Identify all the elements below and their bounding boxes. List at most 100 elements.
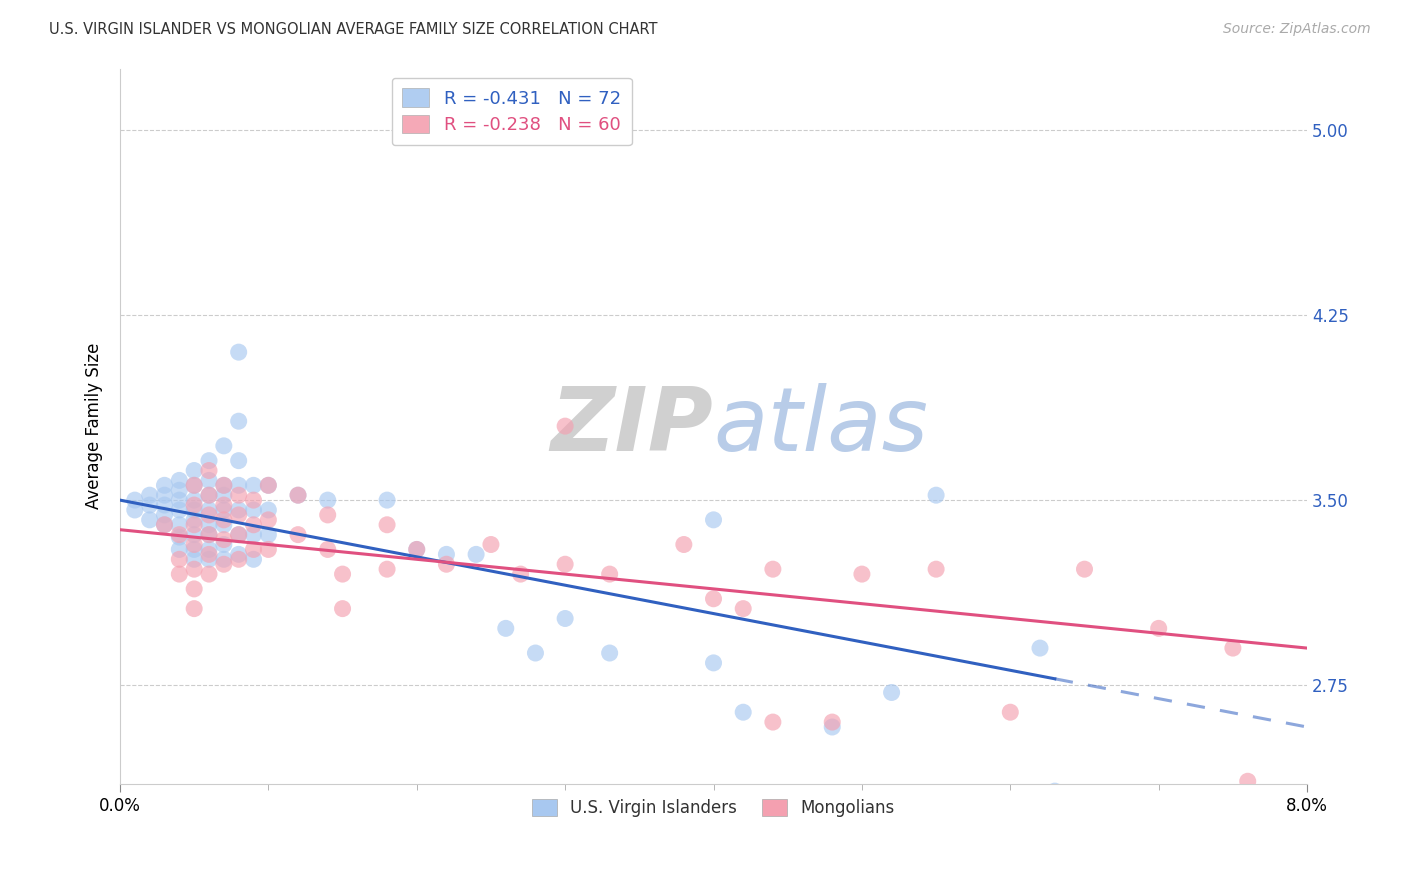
Point: [183, 562, 205, 576]
Point: [169, 552, 191, 566]
Point: [228, 345, 250, 359]
Point: [153, 517, 176, 532]
Point: [169, 493, 191, 508]
Point: [702, 591, 724, 606]
Point: [228, 478, 250, 492]
Point: [228, 414, 250, 428]
Text: atlas: atlas: [713, 384, 928, 469]
Point: [821, 720, 844, 734]
Point: [153, 488, 176, 502]
Point: [436, 547, 458, 561]
Point: [228, 453, 250, 467]
Point: [198, 508, 221, 522]
Point: [228, 527, 250, 541]
Point: [169, 503, 191, 517]
Point: [242, 493, 264, 508]
Point: [169, 483, 191, 498]
Point: [1000, 705, 1022, 719]
Point: [375, 562, 398, 576]
Point: [212, 439, 235, 453]
Point: [257, 542, 280, 557]
Point: [198, 542, 221, 557]
Point: [198, 552, 221, 566]
Point: [183, 582, 205, 596]
Point: [405, 542, 427, 557]
Point: [554, 558, 576, 572]
Point: [153, 498, 176, 512]
Point: [198, 463, 221, 477]
Point: [169, 530, 191, 544]
Point: [733, 601, 755, 615]
Point: [242, 503, 264, 517]
Point: [287, 488, 309, 502]
Point: [242, 517, 264, 532]
Point: [198, 503, 221, 517]
Point: [599, 567, 621, 582]
Point: [198, 527, 221, 541]
Point: [479, 537, 502, 551]
Point: [524, 646, 547, 660]
Point: [228, 503, 250, 517]
Point: [242, 552, 264, 566]
Point: [198, 474, 221, 488]
Point: [183, 513, 205, 527]
Point: [242, 542, 264, 557]
Point: [554, 611, 576, 625]
Point: [153, 508, 176, 522]
Point: [198, 527, 221, 541]
Point: [183, 463, 205, 477]
Point: [183, 503, 205, 517]
Point: [169, 542, 191, 557]
Point: [212, 478, 235, 492]
Point: [183, 552, 205, 566]
Point: [287, 527, 309, 541]
Point: [851, 567, 873, 582]
Point: [554, 419, 576, 434]
Point: [153, 517, 176, 532]
Point: [405, 542, 427, 557]
Point: [169, 517, 191, 532]
Point: [212, 552, 235, 566]
Point: [1073, 562, 1095, 576]
Point: [821, 715, 844, 730]
Point: [465, 547, 488, 561]
Point: [183, 527, 205, 541]
Point: [169, 474, 191, 488]
Point: [702, 656, 724, 670]
Legend: U.S. Virgin Islanders, Mongolians: U.S. Virgin Islanders, Mongolians: [524, 790, 903, 825]
Point: [316, 508, 339, 522]
Point: [375, 493, 398, 508]
Point: [1147, 621, 1170, 635]
Point: [198, 453, 221, 467]
Point: [495, 621, 517, 635]
Point: [138, 513, 160, 527]
Point: [228, 552, 250, 566]
Point: [169, 527, 191, 541]
Y-axis label: Average Family Size: Average Family Size: [86, 343, 103, 509]
Point: [925, 488, 948, 502]
Text: ZIP: ZIP: [551, 383, 713, 469]
Point: [138, 498, 160, 512]
Text: Source: ZipAtlas.com: Source: ZipAtlas.com: [1223, 22, 1371, 37]
Point: [183, 478, 205, 492]
Point: [198, 488, 221, 502]
Point: [198, 547, 221, 561]
Point: [228, 547, 250, 561]
Point: [1222, 641, 1244, 656]
Point: [1236, 774, 1258, 789]
Point: [228, 508, 250, 522]
Point: [153, 478, 176, 492]
Point: [1043, 784, 1066, 798]
Point: [198, 517, 221, 532]
Point: [925, 562, 948, 576]
Text: U.S. VIRGIN ISLANDER VS MONGOLIAN AVERAGE FAMILY SIZE CORRELATION CHART: U.S. VIRGIN ISLANDER VS MONGOLIAN AVERAG…: [49, 22, 658, 37]
Point: [198, 488, 221, 502]
Point: [212, 533, 235, 547]
Point: [762, 715, 785, 730]
Point: [212, 517, 235, 532]
Point: [672, 537, 695, 551]
Point: [124, 503, 146, 517]
Point: [228, 488, 250, 502]
Point: [212, 478, 235, 492]
Point: [509, 567, 531, 582]
